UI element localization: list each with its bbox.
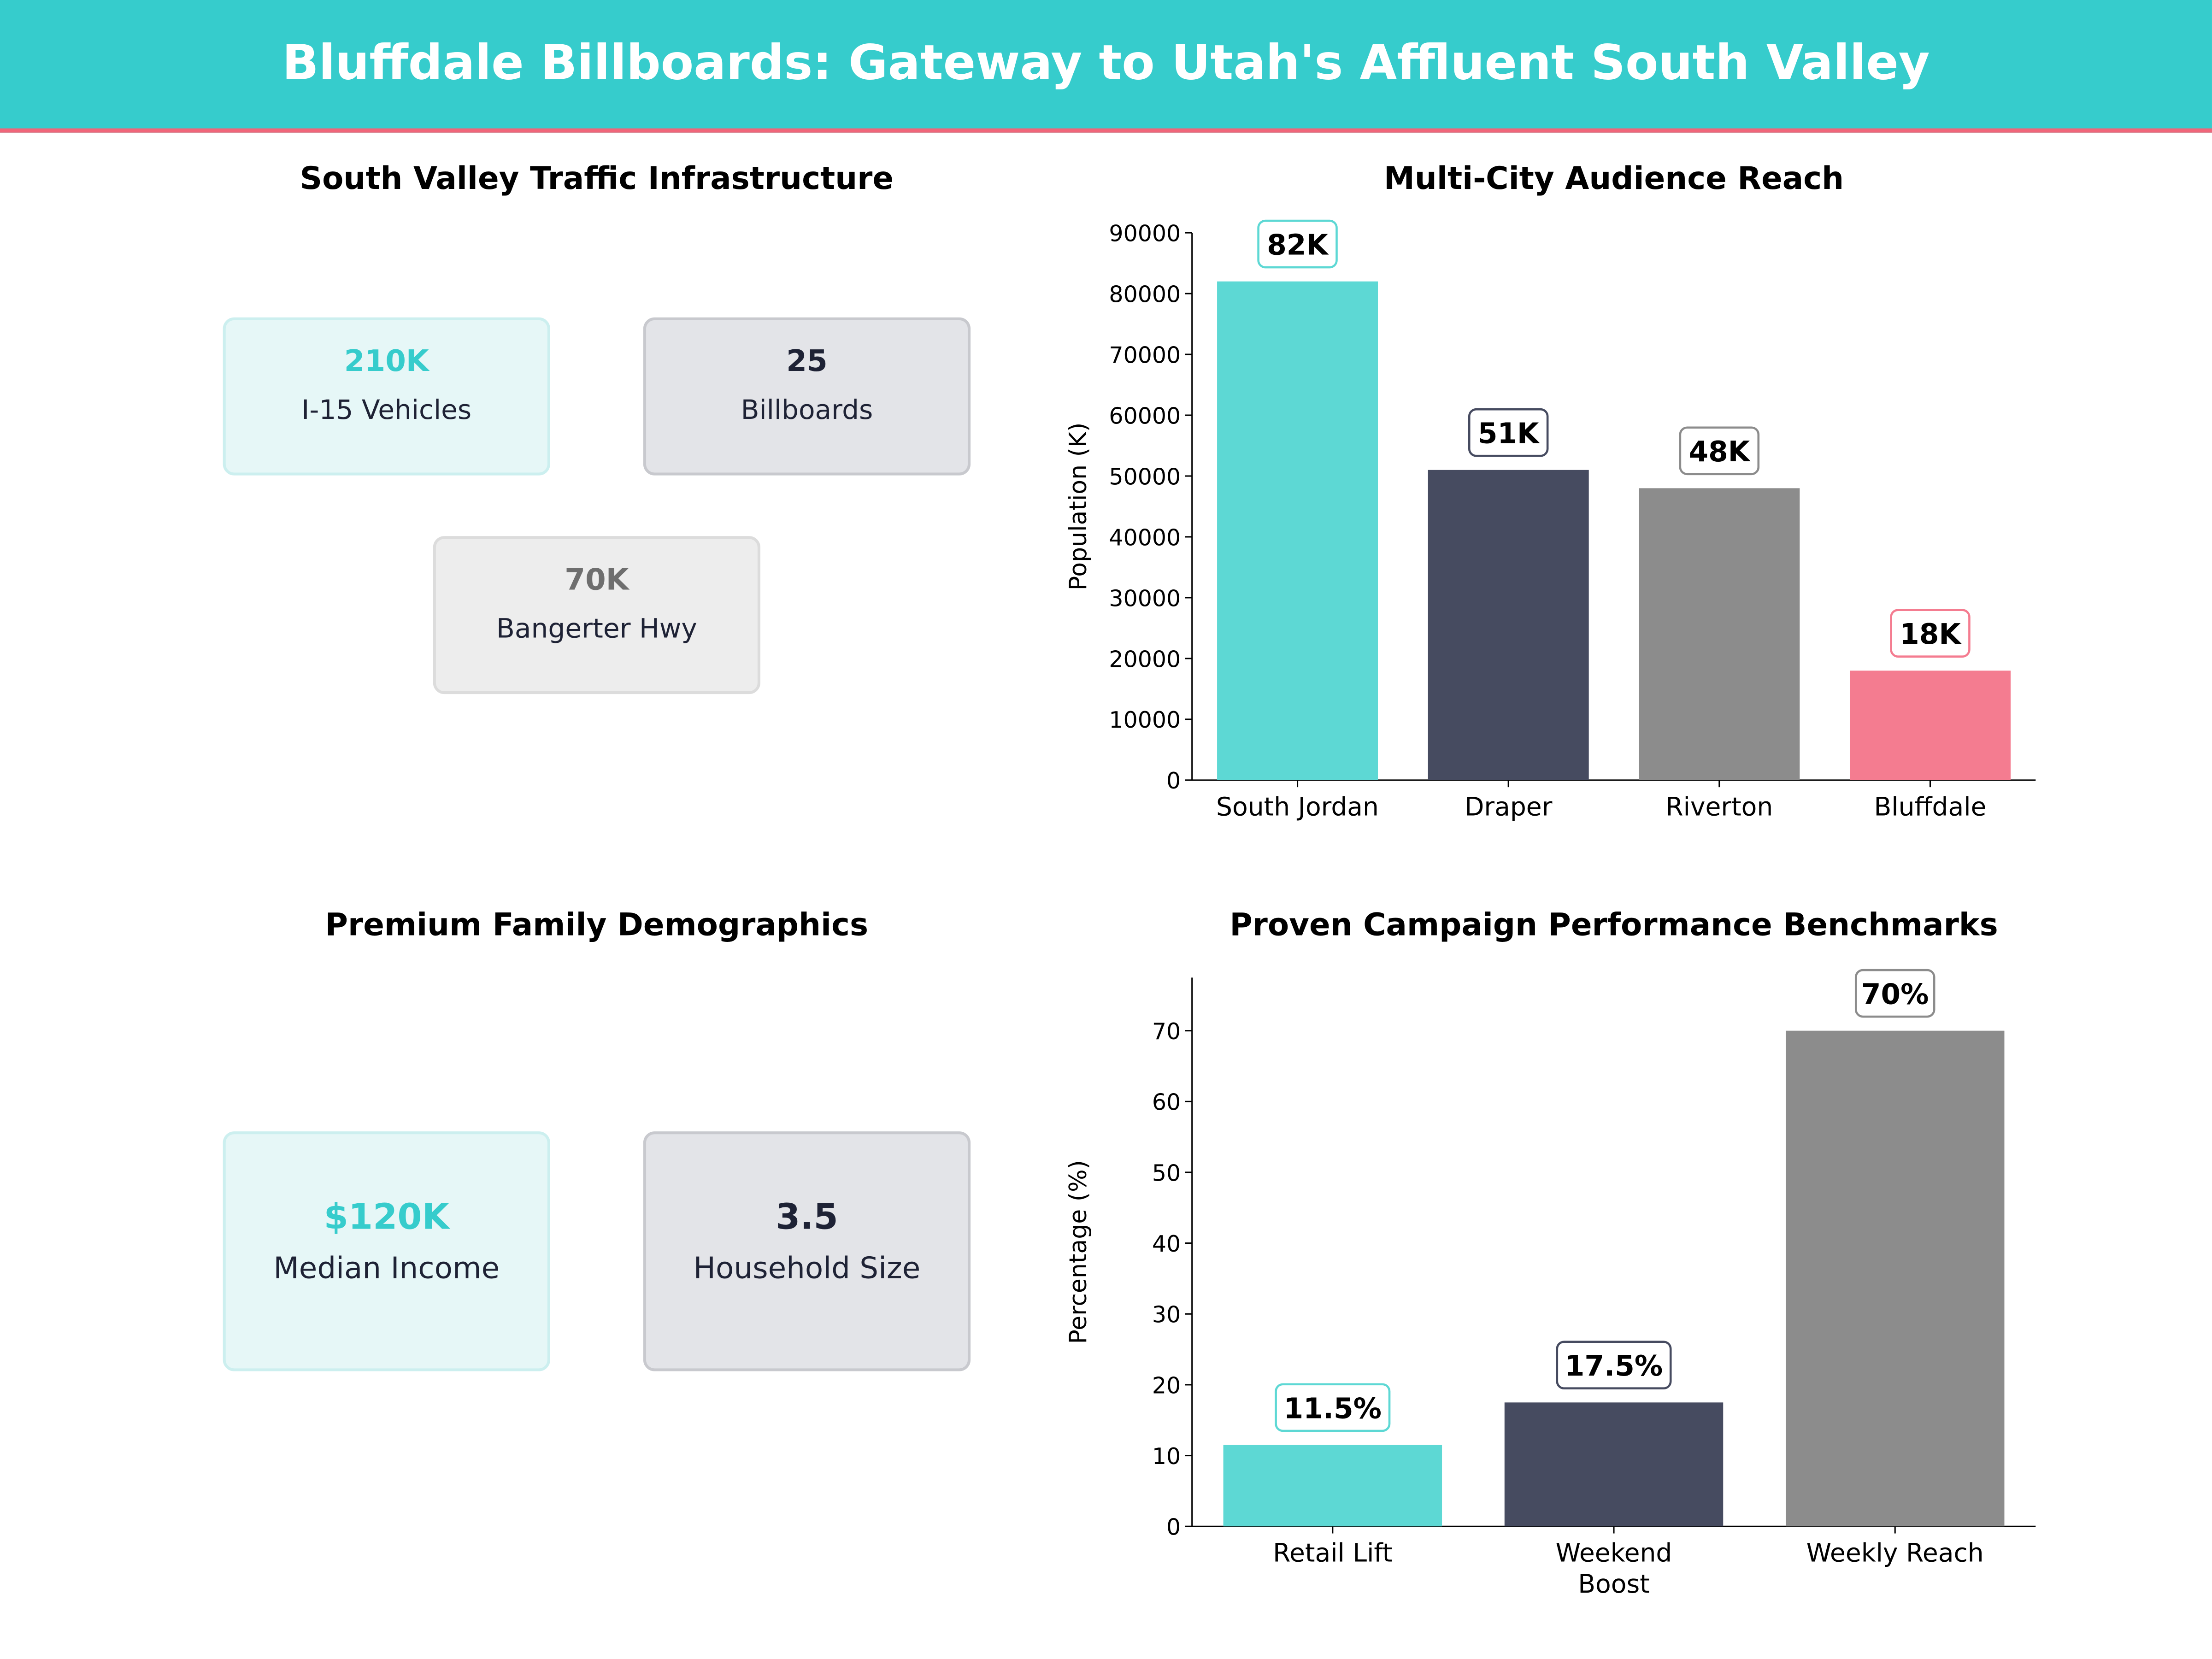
x-tick-label: Weekend — [1556, 1538, 1672, 1568]
kpi-value: $120K — [324, 1196, 449, 1237]
kpi-card-i15-vehicles: 210K I-15 Vehicles — [223, 317, 550, 476]
data-label: 11.5% — [1284, 1392, 1382, 1425]
y-tick-label: 10000 — [1109, 707, 1181, 733]
bar-weekly-reach — [1785, 1030, 2005, 1527]
y-tick-label: 10 — [1152, 1443, 1181, 1470]
kpi-label: Household Size — [693, 1251, 921, 1285]
bar-draper — [1428, 470, 1589, 780]
x-tick-label: Riverton — [1665, 792, 1773, 821]
x-tick-label: Weekly Reach — [1806, 1538, 1984, 1568]
reach-chart-title: Multi-City Audience Reach — [1383, 162, 1844, 198]
kpi-value: 3.5 — [776, 1196, 838, 1237]
kpi-value: 25 — [786, 344, 828, 378]
demographics-section-title: Premium Family Demographics — [325, 908, 869, 944]
bar-retail-lift — [1223, 1445, 1442, 1527]
y-tick-label: 50000 — [1109, 464, 1181, 490]
y-tick-label: 90000 — [1109, 220, 1181, 247]
bar-riverton — [1639, 488, 1800, 780]
y-tick-label: 40000 — [1109, 524, 1181, 551]
kpi-card-bangerter-hwy: 70K Bangerter Hwy — [433, 536, 760, 694]
bar-bluffdale — [1849, 671, 2011, 780]
y-tick-label: 40 — [1152, 1231, 1181, 1257]
y-tick-label: 50 — [1152, 1160, 1181, 1186]
y-tick-label: 0 — [1166, 768, 1181, 794]
x-tick-label: Boost — [1578, 1569, 1650, 1599]
performance-chart-title: Proven Campaign Performance Benchmarks — [1230, 908, 1998, 944]
data-label-box — [1275, 1383, 1391, 1432]
page-title: Bluffdale Billboards: Gateway to Utah's … — [282, 35, 1930, 92]
y-axis-label: Percentage (%) — [1065, 1160, 1092, 1344]
y-tick-label: 70 — [1152, 1018, 1181, 1045]
data-label-box — [1556, 1341, 1672, 1390]
kpi-label: Bangerter Hwy — [496, 613, 697, 645]
data-label: 48K — [1689, 435, 1751, 468]
y-tick-label: 20 — [1152, 1372, 1181, 1399]
x-tick-label: Bluffdale — [1874, 792, 1987, 821]
data-label-box — [1854, 969, 1936, 1018]
data-label-box — [1890, 609, 1971, 658]
kpi-value: 210K — [344, 344, 429, 378]
data-label: 70% — [1861, 978, 1929, 1011]
y-tick-label: 30 — [1152, 1302, 1181, 1328]
kpi-label: Median Income — [273, 1251, 500, 1285]
y-tick-label: 30000 — [1109, 585, 1181, 612]
bar-south-jordan — [1217, 281, 1378, 780]
kpi-card-billboards: 25 Billboards — [643, 317, 971, 476]
y-tick-label: 60 — [1152, 1089, 1181, 1116]
y-tick-label: 0 — [1166, 1514, 1181, 1541]
y-axis-label: Population (K) — [1065, 423, 1092, 591]
x-tick-label: South Jordan — [1216, 792, 1379, 821]
y-tick-label: 70000 — [1109, 342, 1181, 368]
kpi-value: 70K — [565, 563, 629, 597]
y-tick-label: 80000 — [1109, 281, 1181, 307]
x-tick-label: Draper — [1465, 792, 1553, 821]
kpi-card-median-income: $120K Median Income — [223, 1131, 550, 1371]
data-label: 51K — [1478, 418, 1540, 450]
y-tick-label: 20000 — [1109, 646, 1181, 672]
x-tick-label: Retail Lift — [1273, 1538, 1392, 1568]
y-tick-label: 60000 — [1109, 403, 1181, 429]
bar-weekend-boost — [1504, 1402, 1724, 1527]
data-label-box — [1257, 219, 1338, 269]
kpi-label: I-15 Vehicles — [301, 395, 472, 426]
traffic-section-title: South Valley Traffic Infrastructure — [300, 162, 894, 198]
data-label: 18K — [1900, 618, 1962, 651]
kpi-label: Billboards — [741, 395, 873, 426]
header-banner: Bluffdale Billboards: Gateway to Utah's … — [0, 0, 2212, 133]
data-label: 82K — [1267, 229, 1329, 262]
data-label-box — [1468, 408, 1549, 457]
data-label: 17.5% — [1565, 1350, 1663, 1382]
kpi-card-household-size: 3.5 Household Size — [643, 1131, 971, 1371]
data-label-box — [1679, 426, 1760, 476]
